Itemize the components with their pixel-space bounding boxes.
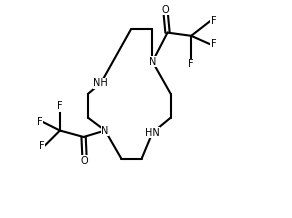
Text: O: O [161,5,169,15]
Text: F: F [188,60,194,70]
Text: O: O [81,156,88,166]
Text: F: F [39,141,45,151]
Text: N: N [101,126,109,136]
Text: N: N [149,57,156,67]
Text: F: F [211,16,216,26]
Text: F: F [57,101,63,111]
Text: NH: NH [93,78,108,88]
Text: HN: HN [145,128,160,138]
Text: F: F [211,39,216,49]
Text: F: F [37,117,43,127]
